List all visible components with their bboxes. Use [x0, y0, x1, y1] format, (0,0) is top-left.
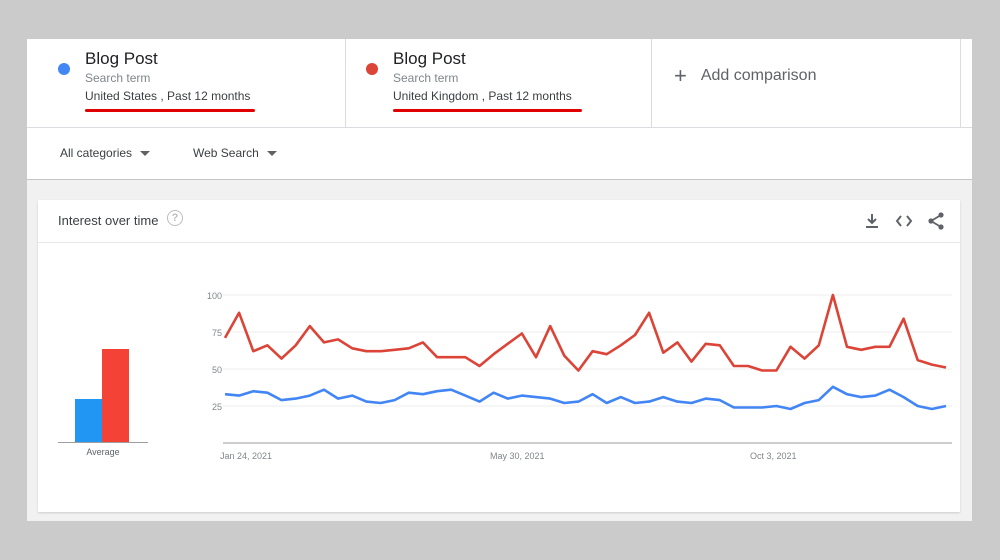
x-tick-label: Jan 24, 2021: [220, 451, 272, 461]
y-tick-label: 50: [212, 365, 222, 375]
download-icon[interactable]: [862, 211, 882, 231]
term-1-subtitle: Search term: [85, 71, 151, 85]
search-term-1[interactable]: Blog Post Search term United States , Pa…: [38, 39, 346, 127]
caret-down-icon: [266, 150, 277, 156]
average-label: Average: [86, 447, 120, 457]
add-comparison-label: Add comparison: [700, 67, 817, 84]
embed-icon[interactable]: [894, 211, 914, 231]
search-type-dropdown[interactable]: Web Search: [193, 146, 277, 160]
x-tick-label: Oct 3, 2021: [750, 451, 797, 461]
term-1-region-period[interactable]: United States , Past 12 months: [85, 89, 251, 103]
search-type-label: Web Search: [193, 146, 259, 160]
series-line-0[interactable]: [223, 293, 947, 372]
term-1-title[interactable]: Blog Post: [85, 49, 158, 68]
search-term-2[interactable]: Blog Post Search term United Kingdom , P…: [346, 39, 652, 127]
average-bar-uk: [102, 348, 129, 442]
plus-icon: +: [674, 63, 687, 88]
help-icon[interactable]: ?: [167, 210, 183, 226]
caret-down-icon: [140, 150, 151, 156]
term-2-underline: [393, 109, 582, 112]
term-2-region-period[interactable]: United Kingdom , Past 12 months: [393, 89, 572, 103]
interest-over-time-card: Interest over time ? Average 100 75 50 25 J…: [38, 200, 960, 512]
term-1-color-dot: [58, 63, 70, 75]
term-2-title[interactable]: Blog Post: [393, 49, 466, 68]
term-2-color-dot: [366, 63, 378, 75]
category-dropdown[interactable]: All categories: [60, 146, 151, 160]
card-title: Interest over time: [58, 213, 159, 228]
search-terms-bar: Blog Post Search term United States , Pa…: [27, 39, 972, 128]
average-chart: Average: [58, 300, 148, 460]
y-tick-label: 100: [207, 291, 222, 301]
card-header: Interest over time ?: [38, 200, 960, 243]
add-comparison-button[interactable]: + Add comparison: [652, 39, 961, 127]
trends-page: Blog Post Search term United States , Pa…: [27, 39, 972, 521]
filters-bar: All categories Web Search: [27, 128, 972, 180]
average-bar-us: [75, 399, 102, 442]
interest-line-chart: 100 75 50 25 Jan 24, 2021 May 30, 2021 Oct 3,…: [207, 291, 952, 461]
average-axis: [58, 442, 148, 443]
category-label: All categories: [60, 146, 133, 160]
series-line-1[interactable]: [224, 385, 947, 411]
y-tick-label: 75: [212, 328, 222, 338]
y-tick-label: 25: [212, 402, 222, 412]
share-icon[interactable]: [926, 211, 946, 231]
term-2-subtitle: Search term: [393, 71, 459, 85]
x-tick-label: May 30, 2021: [490, 451, 545, 461]
term-1-underline: [85, 109, 255, 112]
